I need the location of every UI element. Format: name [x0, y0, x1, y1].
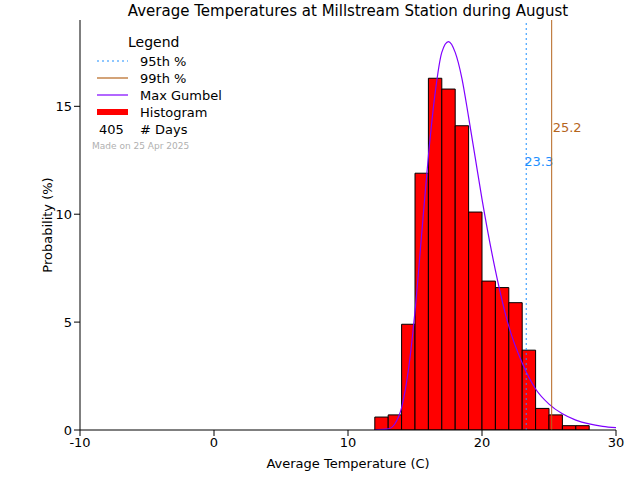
svg-text:23.3: 23.3	[524, 154, 553, 169]
svg-text:Made on 25 Apr 2025: Made on 25 Apr 2025	[92, 141, 189, 151]
svg-text:0: 0	[210, 435, 218, 450]
svg-text:20: 20	[474, 435, 491, 450]
svg-text:15: 15	[55, 99, 72, 114]
svg-text:5: 5	[64, 315, 72, 330]
svg-text:Legend: Legend	[128, 34, 179, 50]
svg-text:10: 10	[55, 207, 72, 222]
svg-text:405: 405	[99, 122, 124, 137]
svg-text:0: 0	[64, 423, 72, 438]
svg-text:95th %: 95th %	[140, 54, 186, 69]
svg-text:Probability (%): Probability (%)	[40, 177, 55, 272]
svg-text:25.2: 25.2	[553, 120, 582, 135]
svg-text:Max Gumbel: Max Gumbel	[140, 88, 222, 103]
svg-text:10: 10	[340, 435, 357, 450]
svg-text:99th %: 99th %	[140, 71, 186, 86]
svg-text:# Days: # Days	[140, 122, 188, 137]
svg-text:30: 30	[608, 435, 625, 450]
svg-text:Histogram: Histogram	[140, 105, 207, 120]
svg-text:-10: -10	[69, 435, 90, 450]
svg-text:Average Temperatures at Millst: Average Temperatures at Millstream Stati…	[128, 2, 568, 20]
svg-text:Average Temperature (C): Average Temperature (C)	[266, 456, 429, 471]
